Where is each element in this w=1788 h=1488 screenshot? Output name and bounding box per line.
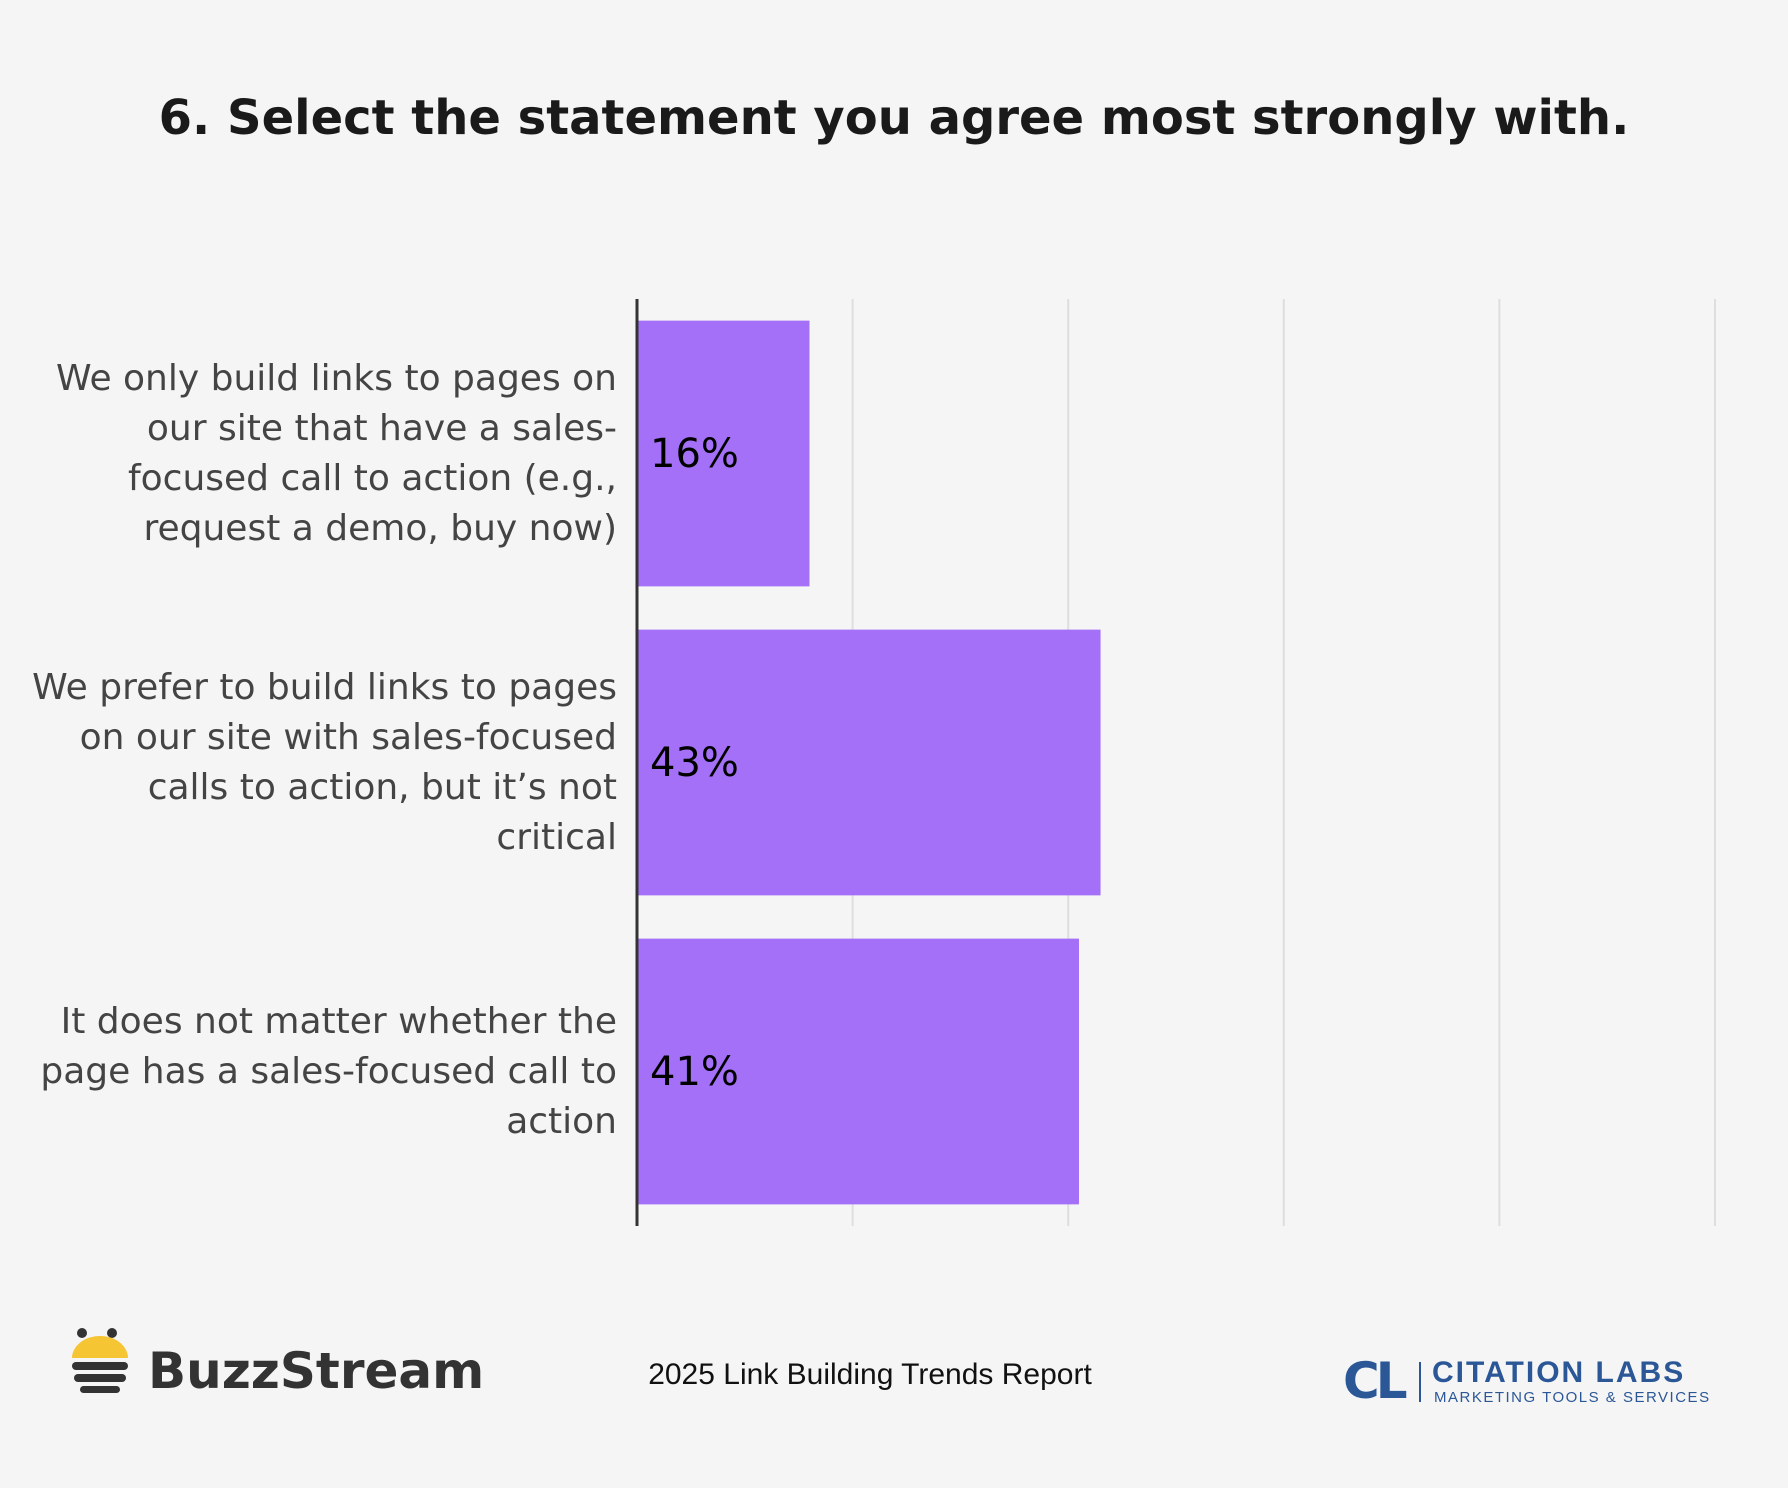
buzzstream-logo: BuzzStream	[148, 1342, 485, 1400]
bar	[637, 320, 810, 587]
bar	[637, 629, 1101, 896]
bar	[637, 938, 1079, 1205]
citation-labs-tagline: MARKETING TOOLS & SERVICES	[1434, 1389, 1711, 1406]
category-label: We only build links to pages on our site…	[55, 357, 617, 549]
value-label: 41%	[650, 1048, 739, 1095]
footer-text: 2025 Link Building Trends Report	[648, 1358, 1092, 1391]
citation-labs-logo: CITATION LABS	[1432, 1356, 1686, 1389]
value-label: 16%	[650, 430, 739, 477]
category-label: It does not matter whether the page has …	[40, 1000, 617, 1142]
citation-labs-mark: CL	[1343, 1352, 1408, 1410]
category-label: We prefer to build links to pages on our…	[32, 666, 617, 858]
buzzstream-icon	[72, 1328, 128, 1393]
chart-title: 6. Select the statement you agree most s…	[158, 90, 1630, 146]
value-label: 43%	[650, 739, 739, 786]
